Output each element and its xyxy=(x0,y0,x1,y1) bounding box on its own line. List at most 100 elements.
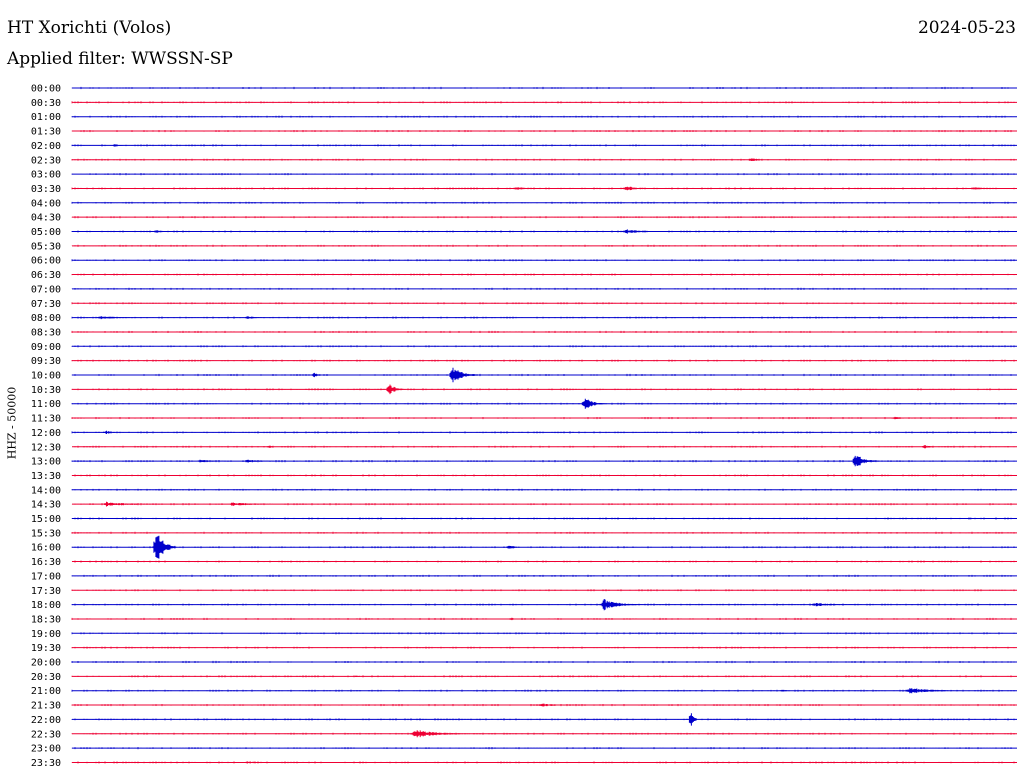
seismic-event xyxy=(244,459,286,463)
row-time-label: 14:30 xyxy=(31,500,61,511)
seismic-event xyxy=(386,384,406,395)
trace-noise xyxy=(71,388,1015,391)
row-time-label: 03:30 xyxy=(31,184,61,195)
seismic-event xyxy=(922,445,935,449)
row-time-label: 21:30 xyxy=(31,701,61,712)
trace-noise xyxy=(71,574,1015,577)
row-time-label: 19:00 xyxy=(31,629,61,640)
row-time-label: 10:00 xyxy=(31,371,61,382)
seismic-event xyxy=(96,316,148,320)
row-time-label: 01:30 xyxy=(31,127,61,138)
trace-noise xyxy=(71,101,1015,104)
trace-noise xyxy=(71,675,1015,678)
trace-noise xyxy=(71,589,1015,592)
row-time-label: 15:00 xyxy=(31,514,61,525)
row-time-label: 23:00 xyxy=(31,744,61,755)
row-time-label: 04:30 xyxy=(31,213,61,224)
trace-noise xyxy=(71,632,1015,635)
row-time-label: 23:30 xyxy=(31,758,61,769)
seismic-event xyxy=(411,730,475,738)
trace-noise xyxy=(71,474,1015,477)
trace-noise xyxy=(71,560,1015,563)
seismic-event xyxy=(748,158,765,161)
seismic-event xyxy=(103,501,160,507)
row-time-label: 00:00 xyxy=(31,84,61,95)
row-time-label: 12:30 xyxy=(31,442,61,453)
trace-noise xyxy=(71,402,1015,405)
row-time-label: 07:00 xyxy=(31,284,61,295)
trace-noise xyxy=(71,761,1015,764)
trace-noise xyxy=(71,302,1015,305)
row-time-label: 20:00 xyxy=(31,658,61,669)
trace-noise xyxy=(71,259,1015,262)
row-time-label: 18:30 xyxy=(31,614,61,625)
trace-noise xyxy=(71,273,1015,276)
row-time-label: 11:00 xyxy=(31,399,61,410)
trace-noise xyxy=(71,359,1015,362)
row-time-label: 10:30 xyxy=(31,385,61,396)
trace-noise xyxy=(71,718,1015,721)
seismic-event xyxy=(244,761,268,764)
row-time-label: 05:00 xyxy=(31,227,61,238)
seismic-event xyxy=(906,688,964,694)
trace-noise xyxy=(71,646,1015,649)
row-time-label: 19:30 xyxy=(31,643,61,654)
station-title: HT Xorichti (Volos) xyxy=(7,18,172,38)
row-time-label: 20:30 xyxy=(31,672,61,683)
row-time-label: 22:00 xyxy=(31,715,61,726)
row-time-label: 08:30 xyxy=(31,327,61,338)
row-time-label: 21:00 xyxy=(31,686,61,697)
row-time-label: 02:30 xyxy=(31,155,61,166)
date-label: 2024-05-23 xyxy=(917,18,1016,38)
seismic-event xyxy=(112,144,126,147)
trace-noise xyxy=(71,373,1015,377)
row-time-label: 07:30 xyxy=(31,299,61,310)
trace-noise xyxy=(71,330,1015,333)
trace-noise xyxy=(71,531,1015,534)
row-time-label: 22:30 xyxy=(31,729,61,740)
seismic-event xyxy=(153,535,177,559)
trace-noise xyxy=(71,704,1015,707)
trace-noise xyxy=(71,503,1015,506)
trace-noise xyxy=(71,287,1015,290)
trace-noise xyxy=(71,187,1015,190)
row-time-label: 06:00 xyxy=(31,256,61,267)
seismic-event xyxy=(103,430,119,434)
row-time-label: 02:00 xyxy=(31,141,61,152)
trace-noise xyxy=(71,316,1015,319)
seismic-event xyxy=(266,445,277,448)
seismic-event xyxy=(969,187,1008,190)
seismic-event xyxy=(852,455,879,467)
seismic-event xyxy=(622,186,661,191)
seismic-event xyxy=(811,603,875,607)
seismic-event xyxy=(449,367,479,383)
seismic-event xyxy=(622,229,668,234)
seismic-event xyxy=(581,398,605,409)
seismic-event xyxy=(890,416,923,420)
seismic-event xyxy=(509,617,517,621)
seismic-event xyxy=(512,187,551,190)
trace-noise xyxy=(71,431,1015,434)
row-time-label: 05:30 xyxy=(31,241,61,252)
trace-noise xyxy=(71,445,1015,448)
trace-noise xyxy=(71,345,1015,348)
seismic-event xyxy=(153,230,170,233)
trace-noise xyxy=(71,417,1015,420)
row-time-label: 06:30 xyxy=(31,270,61,281)
trace-noise xyxy=(71,660,1015,664)
trace-noise xyxy=(71,173,1015,176)
seismic-event xyxy=(506,545,526,549)
trace-noise xyxy=(71,144,1015,147)
trace-noise xyxy=(71,158,1015,161)
row-time-label: 16:00 xyxy=(31,543,61,554)
trace-noise xyxy=(71,732,1015,735)
seismic-event xyxy=(197,459,236,463)
row-time-label: 15:30 xyxy=(31,528,61,539)
row-time-label: 13:00 xyxy=(31,457,61,468)
trace-noise xyxy=(71,244,1015,247)
seismic-event xyxy=(969,517,980,520)
row-time-label: 17:30 xyxy=(31,586,61,597)
seismic-event xyxy=(244,316,264,319)
trace-noise xyxy=(71,216,1015,219)
